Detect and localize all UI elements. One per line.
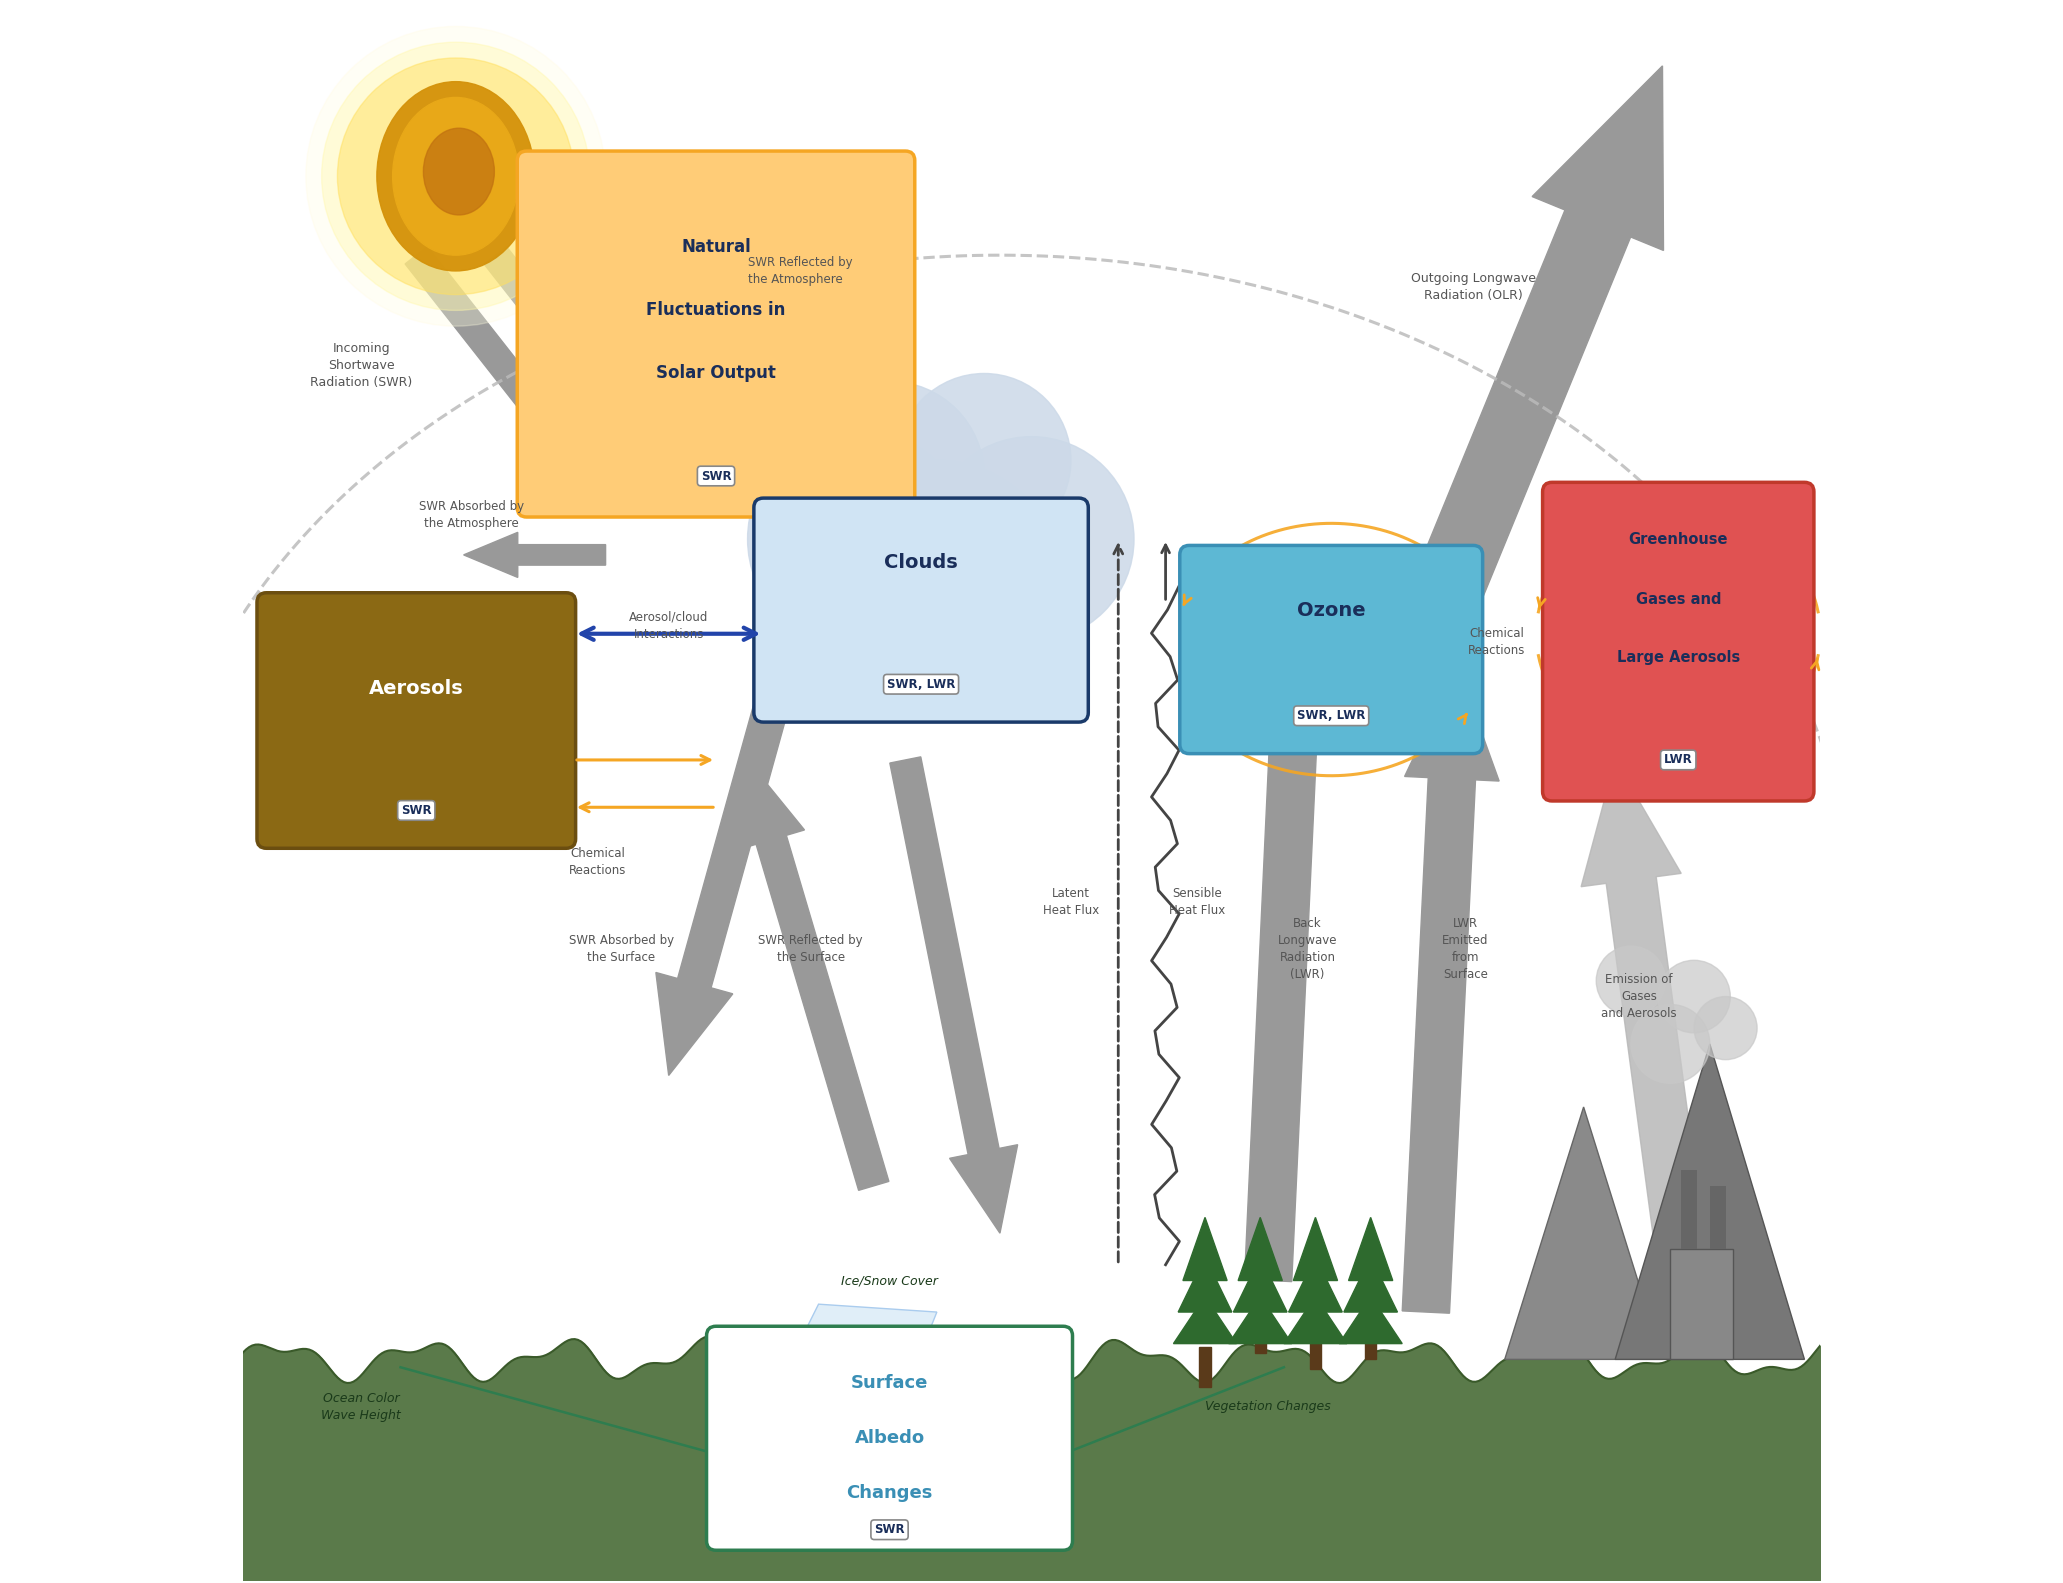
Text: SWR Absorbed by
the Surface: SWR Absorbed by the Surface <box>569 934 675 964</box>
Polygon shape <box>1504 1107 1663 1360</box>
Text: Aerosol/cloud
Interactions: Aerosol/cloud Interactions <box>629 611 708 641</box>
Text: Natural: Natural <box>681 239 751 256</box>
Bar <box>1671 1249 1733 1360</box>
FancyBboxPatch shape <box>753 499 1089 722</box>
Ellipse shape <box>423 128 495 215</box>
Bar <box>1681 1170 1698 1249</box>
Text: Fluctuations in: Fluctuations in <box>646 301 786 320</box>
Text: SWR Reflected by
the Surface: SWR Reflected by the Surface <box>759 934 862 964</box>
FancyArrow shape <box>1580 760 1704 1236</box>
Polygon shape <box>1230 1296 1291 1344</box>
Polygon shape <box>1294 1217 1337 1281</box>
FancyBboxPatch shape <box>1543 483 1813 801</box>
Bar <box>1199 1347 1211 1387</box>
Circle shape <box>338 59 574 294</box>
Polygon shape <box>1234 1257 1287 1312</box>
Bar <box>1710 1186 1725 1249</box>
Circle shape <box>1659 961 1731 1032</box>
Text: SWR Reflected by
the Atmosphere: SWR Reflected by the Atmosphere <box>747 256 852 287</box>
FancyArrow shape <box>889 757 1017 1233</box>
Circle shape <box>897 374 1071 548</box>
Text: SWR: SWR <box>701 470 730 483</box>
Circle shape <box>794 382 984 570</box>
Polygon shape <box>1283 1296 1347 1344</box>
FancyArrow shape <box>485 247 668 476</box>
FancyArrow shape <box>1378 66 1663 695</box>
Polygon shape <box>1343 1257 1397 1312</box>
Text: SWR: SWR <box>875 1523 906 1536</box>
Text: Back
Longwave
Radiation
(LWR): Back Longwave Radiation (LWR) <box>1277 917 1337 981</box>
Text: SWR, LWR: SWR, LWR <box>887 678 955 690</box>
Polygon shape <box>1174 1296 1236 1344</box>
Text: Incoming
Shortwave
Radiation (SWR): Incoming Shortwave Radiation (SWR) <box>309 342 413 389</box>
Ellipse shape <box>378 82 534 271</box>
Text: SWR Absorbed by
the Atmosphere: SWR Absorbed by the Atmosphere <box>419 500 524 530</box>
Text: Clouds: Clouds <box>885 554 957 573</box>
FancyArrow shape <box>404 247 590 476</box>
Polygon shape <box>1238 1217 1283 1281</box>
FancyArrow shape <box>1244 602 1341 1282</box>
Text: Greenhouse: Greenhouse <box>1628 532 1729 546</box>
Text: Solar Output: Solar Output <box>656 364 776 383</box>
FancyBboxPatch shape <box>1180 546 1483 754</box>
Polygon shape <box>1289 1257 1343 1312</box>
Text: Latent
Heat Flux: Latent Heat Flux <box>1042 886 1100 917</box>
FancyArrow shape <box>464 532 607 578</box>
Text: Chemical
Reactions: Chemical Reactions <box>1469 627 1525 657</box>
Circle shape <box>305 27 607 326</box>
Text: LWR: LWR <box>1665 754 1692 766</box>
Polygon shape <box>1178 1257 1232 1312</box>
Text: Ozone: Ozone <box>1298 600 1366 619</box>
FancyArrow shape <box>656 503 844 1075</box>
Bar <box>1366 1320 1376 1360</box>
Text: Large Aerosols: Large Aerosols <box>1617 651 1739 665</box>
FancyArrow shape <box>739 760 889 1190</box>
Ellipse shape <box>392 98 518 255</box>
FancyBboxPatch shape <box>706 1327 1073 1550</box>
Text: Changes: Changes <box>846 1485 932 1502</box>
Polygon shape <box>1182 1217 1227 1281</box>
FancyArrow shape <box>1403 665 1500 1314</box>
Circle shape <box>928 437 1135 641</box>
Text: Surface: Surface <box>850 1374 928 1391</box>
Text: Outgoing Longwave
Radiation (OLR): Outgoing Longwave Radiation (OLR) <box>1411 272 1535 302</box>
FancyBboxPatch shape <box>518 150 914 518</box>
Circle shape <box>811 461 1062 712</box>
Text: LWR
Emitted
from
Surface: LWR Emitted from Surface <box>1442 917 1489 981</box>
Text: SWR: SWR <box>400 804 431 817</box>
Text: Emission of
Gases
and Aerosols: Emission of Gases and Aerosols <box>1601 974 1677 1019</box>
Text: Chemical
Reactions: Chemical Reactions <box>569 847 627 877</box>
Text: Albedo: Albedo <box>854 1429 924 1447</box>
FancyBboxPatch shape <box>258 592 576 848</box>
Polygon shape <box>1615 1043 1805 1360</box>
Polygon shape <box>1339 1296 1403 1344</box>
Circle shape <box>322 43 590 310</box>
Text: SWR, LWR: SWR, LWR <box>1298 709 1366 722</box>
Circle shape <box>747 429 968 649</box>
FancyArrow shape <box>668 160 809 435</box>
Text: Ice/Snow Cover: Ice/Snow Cover <box>842 1274 939 1287</box>
Text: Vegetation Changes: Vegetation Changes <box>1205 1401 1331 1414</box>
Bar <box>1254 1314 1267 1352</box>
Text: Gases and: Gases and <box>1636 592 1721 606</box>
Text: Aerosols: Aerosols <box>369 679 464 698</box>
Circle shape <box>1632 1005 1710 1083</box>
Bar <box>1310 1330 1320 1369</box>
Circle shape <box>1597 947 1665 1016</box>
Polygon shape <box>794 1304 937 1352</box>
Circle shape <box>1694 997 1758 1059</box>
Polygon shape <box>1349 1217 1393 1281</box>
Text: Sensible
Heat Flux: Sensible Heat Flux <box>1170 886 1225 917</box>
Text: Ocean Color
Wave Height: Ocean Color Wave Height <box>322 1391 400 1422</box>
